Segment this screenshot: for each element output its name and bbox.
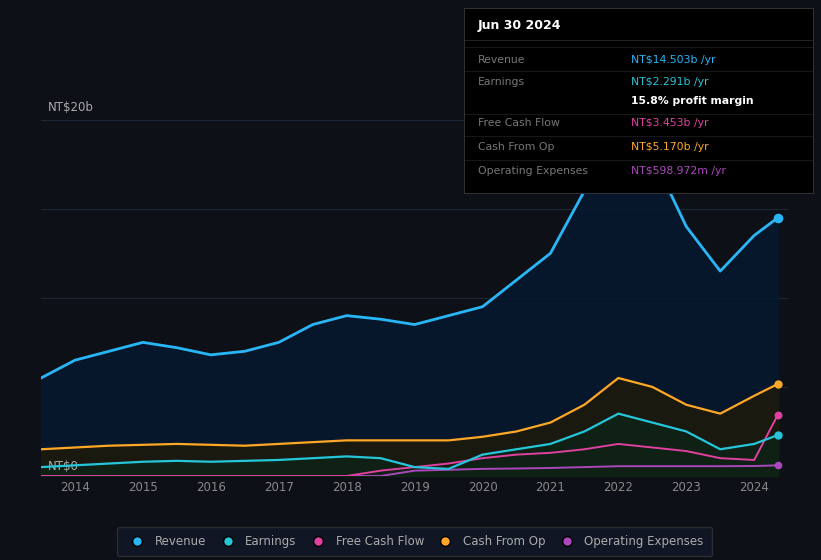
Text: Revenue: Revenue <box>478 55 525 65</box>
Text: NT$2.291b /yr: NT$2.291b /yr <box>631 77 709 87</box>
Point <box>772 431 785 440</box>
Text: NT$20b: NT$20b <box>48 101 94 114</box>
Point <box>772 461 785 470</box>
Text: NT$14.503b /yr: NT$14.503b /yr <box>631 55 716 65</box>
Text: NT$3.453b /yr: NT$3.453b /yr <box>631 118 709 128</box>
Text: Free Cash Flow: Free Cash Flow <box>478 118 560 128</box>
Point <box>772 380 785 389</box>
Text: NT$598.972m /yr: NT$598.972m /yr <box>631 166 727 176</box>
Text: Earnings: Earnings <box>478 77 525 87</box>
Text: Operating Expenses: Operating Expenses <box>478 166 588 176</box>
Text: NT$5.170b /yr: NT$5.170b /yr <box>631 142 709 152</box>
Text: 15.8% profit margin: 15.8% profit margin <box>631 96 754 106</box>
Point <box>772 213 785 222</box>
Text: NT$0: NT$0 <box>48 460 79 473</box>
Legend: Revenue, Earnings, Free Cash Flow, Cash From Op, Operating Expenses: Revenue, Earnings, Free Cash Flow, Cash … <box>117 527 712 556</box>
Text: Cash From Op: Cash From Op <box>478 142 554 152</box>
Text: Jun 30 2024: Jun 30 2024 <box>478 18 562 31</box>
Point <box>772 410 785 419</box>
